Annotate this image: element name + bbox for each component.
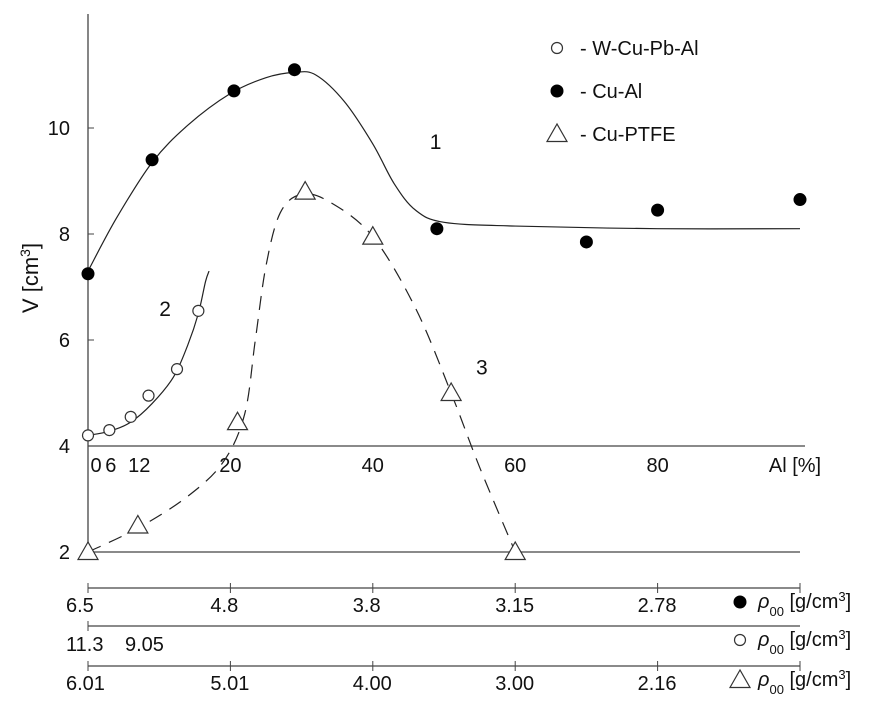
density-axis-marker — [733, 633, 747, 647]
y-tick-label: 2 — [59, 542, 70, 564]
data-point-open-triangle — [126, 514, 149, 534]
secondary-axes: 6.5 4.8 3.8 3.15 2.78 ρ00 [g/cm3] 11.3 9.05 ρ00 … — [66, 583, 851, 697]
x-tick-label-small: 6 — [105, 455, 116, 477]
labels-layer: 1 2 3 — [159, 131, 488, 379]
density-tick-label: 3.00 — [495, 673, 534, 695]
data-point-open-triangle — [294, 180, 317, 200]
y-axis-label: V [cm3] — [17, 243, 43, 313]
density-tick-label: 5.01 — [210, 673, 249, 695]
density-tick-label: 3.8 — [353, 595, 381, 617]
density-tick-label: 6.01 — [66, 673, 105, 695]
points-layer — [76, 63, 807, 561]
x-tick-label: 40 — [362, 455, 384, 477]
data-point-open-circle — [170, 363, 184, 376]
density-tick-label: 2.16 — [638, 673, 677, 695]
data-point-open-circle — [103, 424, 116, 437]
data-point-open-triangle — [440, 381, 463, 402]
data-point-open-circle — [192, 304, 205, 317]
curves-layer — [87, 71, 801, 553]
data-point-open-triangle — [226, 410, 249, 431]
data-point-open-triangle — [504, 540, 527, 561]
data-point-filled-circle — [651, 203, 665, 217]
density-axis-marker — [733, 595, 747, 609]
density-tick-label: 11.3 — [66, 634, 103, 656]
density-tick-label: 9.05 — [125, 634, 164, 656]
data-point-filled-circle — [145, 153, 159, 167]
legend-marker — [545, 122, 569, 143]
density-axis-label: ρ00 [g/cm3] — [757, 589, 851, 619]
x-tick-label: 60 — [504, 455, 526, 477]
curve-open-triangle — [87, 193, 516, 553]
x-tick-label: 80 — [646, 455, 668, 477]
data-point-open-circle — [81, 429, 95, 442]
data-point-filled-circle — [81, 267, 95, 281]
data-point-open-triangle — [76, 540, 100, 561]
curve-open-circle — [87, 270, 210, 436]
y-tick-label: 4 — [59, 436, 70, 458]
density-axis-label: ρ00 [g/cm3] — [757, 667, 851, 697]
data-point-open-circle — [142, 389, 155, 402]
curve-label: 3 — [476, 356, 488, 379]
y-tick-label: 10 — [48, 118, 70, 140]
density-tick-label: 4.8 — [210, 595, 238, 617]
density-tick-label: 4.00 — [353, 673, 392, 695]
x-tick-label: 0 — [90, 455, 101, 477]
legend-label: - Cu-Al — [580, 81, 642, 103]
data-point-open-circle — [124, 410, 137, 423]
density-axis-marker — [728, 668, 752, 689]
legend-label: - W-Cu-Pb-Al — [580, 38, 699, 60]
legend-label: - Cu-PTFE — [580, 124, 676, 146]
x-tick-label-small: 12 — [128, 455, 150, 477]
legend: - W-Cu-Pb-Al - Cu-Al - Cu-PTFE — [545, 38, 699, 146]
curve-label: 2 — [159, 298, 171, 321]
data-point-filled-circle — [793, 193, 807, 207]
data-point-filled-circle — [227, 84, 241, 98]
x-axis-label: Al [%] — [769, 455, 821, 477]
density-tick-label: 2.78 — [638, 595, 677, 617]
y-tick-label: 8 — [59, 224, 70, 246]
curve-filled-circle — [87, 71, 801, 272]
y-tick-label: 6 — [59, 330, 70, 352]
density-tick-label: 3.15 — [495, 595, 534, 617]
legend-marker — [550, 84, 564, 98]
x-tick-label: 20 — [219, 455, 241, 477]
density-tick-label: 6.5 — [66, 595, 94, 617]
legend-marker — [550, 41, 564, 55]
data-point-filled-circle — [430, 222, 444, 236]
curve-label: 1 — [430, 131, 442, 154]
density-axis-label: ρ00 [g/cm3] — [757, 627, 851, 657]
data-point-filled-circle — [287, 63, 301, 77]
data-point-open-triangle — [361, 225, 384, 245]
data-point-filled-circle — [579, 235, 593, 249]
